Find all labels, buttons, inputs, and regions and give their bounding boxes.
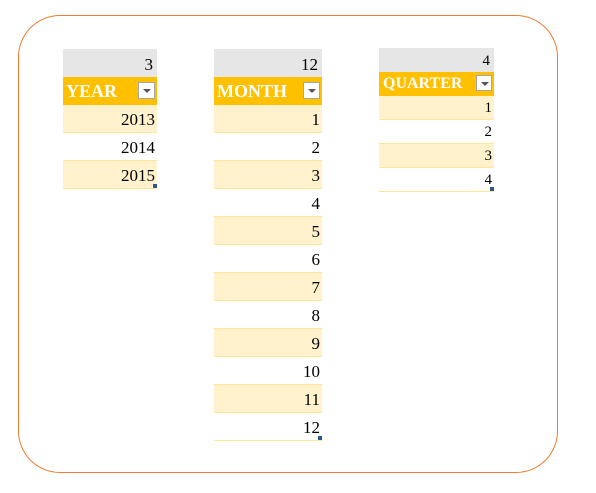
resize-handle-icon[interactable] (153, 184, 157, 188)
filter-dropdown-icon[interactable] (476, 75, 492, 91)
quarter-header-cell[interactable]: QUARTER (379, 72, 494, 96)
month-table: 12 MONTH 1 2 3 4 5 6 7 8 9 10 11 12 (214, 49, 322, 441)
quarter-header-label: QUARTER (383, 75, 463, 92)
table-row[interactable]: 3 (379, 144, 494, 168)
year-header-label: YEAR (66, 81, 118, 101)
table-row[interactable]: 4 (379, 168, 494, 192)
resize-handle-icon[interactable] (490, 187, 494, 191)
table-row[interactable]: 2014 (63, 133, 157, 161)
table-row[interactable]: 12 (214, 413, 322, 441)
cell-value: 2015 (121, 166, 155, 185)
table-row[interactable]: 2 (214, 133, 322, 161)
quarter-table: 4 QUARTER 1 2 3 4 (379, 48, 494, 192)
month-header-label: MONTH (217, 81, 287, 101)
table-row[interactable]: 2 (379, 120, 494, 144)
table-row[interactable]: 4 (214, 189, 322, 217)
month-count-cell[interactable]: 12 (214, 49, 322, 77)
table-row[interactable]: 8 (214, 301, 322, 329)
rounded-frame (18, 15, 558, 473)
table-row[interactable]: 2015 (63, 161, 157, 189)
filter-dropdown-icon[interactable] (303, 82, 320, 99)
table-row[interactable]: 1 (214, 105, 322, 133)
table-row[interactable]: 7 (214, 273, 322, 301)
table-row[interactable]: 2013 (63, 105, 157, 133)
table-row[interactable]: 9 (214, 329, 322, 357)
table-row[interactable]: 11 (214, 385, 322, 413)
quarter-count-cell[interactable]: 4 (379, 48, 494, 72)
month-header-cell[interactable]: MONTH (214, 77, 322, 105)
resize-handle-icon[interactable] (318, 436, 322, 440)
cell-value: 4 (484, 172, 493, 188)
year-count-cell[interactable]: 3 (63, 49, 157, 77)
year-table: 3 YEAR 2013 2014 2015 (63, 49, 157, 189)
table-row[interactable]: 10 (214, 357, 322, 385)
filter-dropdown-icon[interactable] (138, 82, 155, 99)
cell-value: 12 (303, 418, 320, 437)
table-row[interactable]: 1 (379, 96, 494, 120)
table-row[interactable]: 5 (214, 217, 322, 245)
table-row[interactable]: 6 (214, 245, 322, 273)
table-row[interactable]: 3 (214, 161, 322, 189)
year-header-cell[interactable]: YEAR (63, 77, 157, 105)
